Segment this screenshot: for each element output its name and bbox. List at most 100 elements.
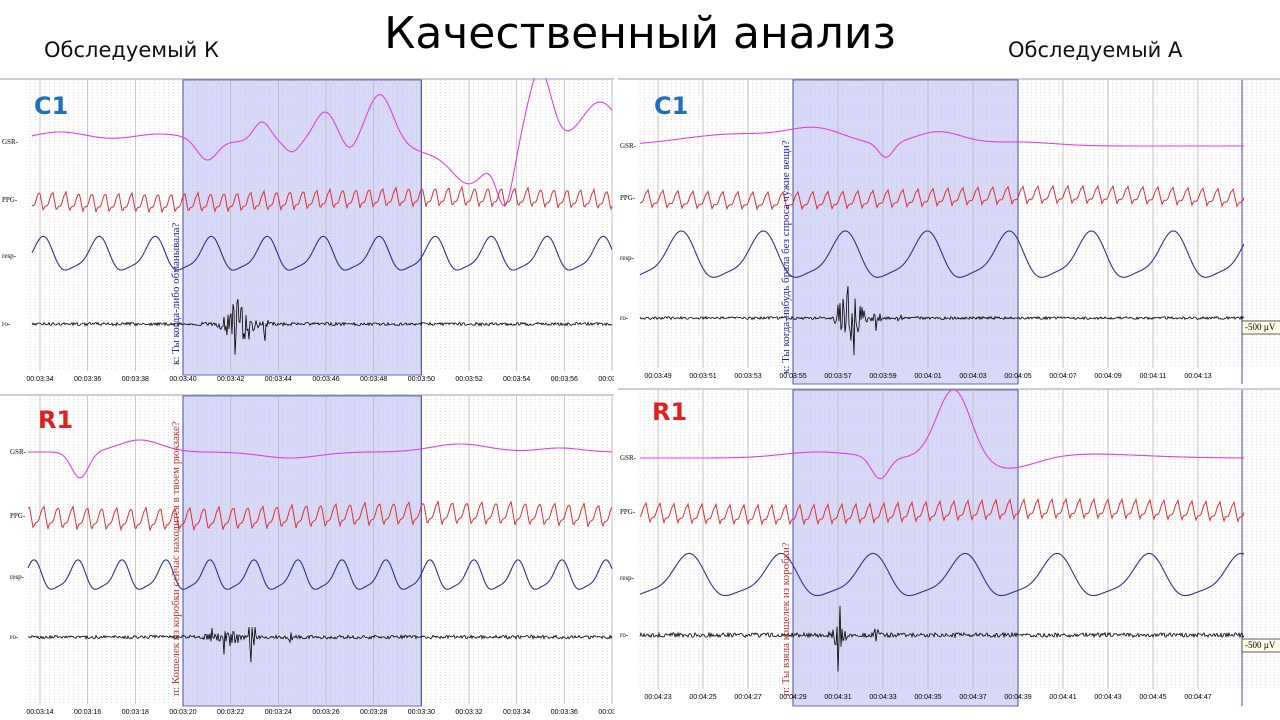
channel-label-resp: resp- — [620, 574, 635, 582]
chart-panel-a-r1: GSR- PPG-resp-ro- 00:04:23 00:04:25 00:04:27… — [618, 388, 1280, 707]
x-tick-label: 00:04:35 — [914, 694, 941, 701]
question-label: к: Ты когда-либо обманывала? — [170, 222, 182, 365]
ro-trace — [27, 626, 613, 663]
ro-trace — [639, 605, 1245, 672]
ppg-trace — [639, 497, 1245, 526]
resp-trace — [27, 559, 613, 590]
question-label: п: Кошелек из коробки сейчас находится в… — [170, 421, 182, 696]
x-tick-label: 00:03:34 — [26, 376, 53, 383]
channel-label-resp: resp- — [620, 254, 635, 262]
x-tick-label: 00:03:18 — [122, 709, 149, 716]
x-tick-label: 00:03:26 — [312, 709, 339, 716]
x-tick-label: 00:04:43 — [1094, 694, 1121, 701]
gsr-trace — [28, 439, 612, 479]
x-tick-label: 00:03:28 — [360, 709, 387, 716]
question-label: к: Ты когда-нибудь брала без спроса чужи… — [780, 140, 792, 374]
x-tick-label: 00:04:25 — [689, 694, 716, 701]
channel-label-resp: resp- — [10, 573, 25, 581]
channel-label-resp: resp- — [2, 252, 17, 260]
x-tick-label: 00:04:07 — [1049, 373, 1076, 380]
x-tick-label: 00:03:56 — [551, 376, 578, 383]
x-tick-label: 00:03:16 — [74, 709, 101, 716]
x-tick-label: 00:03:34 — [503, 709, 530, 716]
ro-trace — [31, 299, 613, 355]
panel-label: R1 — [38, 406, 73, 434]
x-tick-label: 00:04:05 — [1004, 373, 1031, 380]
channel-label-ppg: PPG- — [620, 508, 636, 516]
x-tick-label: 00:03:36 — [74, 376, 101, 383]
x-tick-label: 00:03:59 — [869, 373, 896, 380]
scale-box — [1241, 320, 1280, 335]
ppg-trace — [31, 185, 613, 214]
x-tick-label: 00:04:29 — [779, 694, 806, 701]
resp-trace — [639, 230, 1245, 278]
subject-left-label: Обследуемый К — [44, 38, 219, 62]
x-tick-label: 00:03:58 — [598, 376, 614, 383]
resp-trace — [639, 552, 1245, 597]
x-tick-label: 00:04:11 — [1140, 373, 1167, 380]
channel-label-gsr: GSR- — [620, 454, 637, 462]
question-label: п: Ты взяла кошелек из коробки? — [780, 542, 792, 696]
x-tick-label: 00:03:30 — [408, 709, 435, 716]
x-tick-label: 00:04:09 — [1094, 373, 1121, 380]
x-tick-label: 00:03:42 — [217, 376, 244, 383]
channel-label-ro: ro- — [620, 314, 629, 322]
x-tick-label: 00:03:14 — [26, 709, 53, 716]
channel-label-ppg: PPG- — [2, 196, 18, 204]
x-tick-label: 00:04:47 — [1184, 694, 1211, 701]
channel-label-gsr: GSR- — [2, 138, 19, 146]
scale-box — [1241, 638, 1280, 653]
x-tick-label: 00:03:44 — [265, 376, 292, 383]
channel-label-ro: ro- — [2, 320, 11, 328]
scale-label: -500 µV — [1245, 640, 1276, 650]
x-tick-label: 00:03:49 — [644, 373, 671, 380]
x-tick-label: 00:03:36 — [551, 709, 578, 716]
gsr-trace — [640, 389, 1244, 480]
x-tick-label: 00:03:20 — [169, 709, 196, 716]
scale-label: -500 µV — [1245, 322, 1276, 332]
gsr-trace — [639, 126, 1244, 158]
x-tick-label: 00:03:40 — [169, 376, 196, 383]
resp-trace — [31, 235, 613, 271]
x-tick-label: 00:03:48 — [360, 376, 387, 383]
x-tick-label: 00:03:38 — [122, 376, 149, 383]
panel-label: C1 — [34, 92, 68, 120]
x-tick-label: 00:03:57 — [824, 373, 851, 380]
x-tick-label: 00:04:45 — [1139, 694, 1166, 701]
ppg-trace — [27, 500, 613, 532]
panel-label: R1 — [652, 398, 687, 426]
x-tick-label: 00:04:27 — [734, 694, 761, 701]
channel-label-ppg: PPG- — [620, 194, 636, 202]
x-tick-label: 00:04:33 — [869, 694, 896, 701]
x-tick-label: 00:03:53 — [734, 373, 761, 380]
x-tick-label: 00:03:32 — [455, 709, 482, 716]
channel-label-gsr: GSR- — [10, 448, 27, 456]
x-tick-label: 00:04:41 — [1049, 694, 1076, 701]
x-tick-label: 00:03:38 — [598, 709, 614, 716]
x-tick-label: 00:03:55 — [779, 373, 806, 380]
channel-label-ro: ro- — [620, 631, 629, 639]
slide-title: Качественный анализ — [384, 8, 896, 59]
x-tick-label: 00:04:39 — [1004, 694, 1031, 701]
x-tick-label: 00:04:37 — [959, 694, 986, 701]
x-tick-label: 00:03:54 — [503, 376, 530, 383]
ppg-trace — [639, 184, 1245, 211]
chart-panel-k-c1: GSR- PPG-resp-ro- 00:03:34 00:03:36 00:03:38… — [0, 78, 614, 383]
x-tick-label: 00:03:51 — [689, 373, 716, 380]
channel-label-ppg: PPG- — [10, 512, 26, 520]
x-tick-label: 00:03:22 — [217, 709, 244, 716]
x-tick-label: 00:04:31 — [824, 694, 851, 701]
x-tick-label: 00:04:01 — [914, 373, 941, 380]
x-tick-label: 00:03:24 — [265, 709, 292, 716]
subject-right-label: Обследуемый А — [1008, 38, 1183, 62]
gsr-trace — [31, 78, 613, 207]
x-tick-label: 00:03:46 — [312, 376, 339, 383]
panel-label: C1 — [654, 92, 688, 120]
x-tick-label: 00:04:23 — [644, 694, 671, 701]
stimulus-highlight — [792, 389, 1019, 707]
stimulus-highlight — [182, 395, 422, 707]
x-tick-label: 00:03:50 — [408, 376, 435, 383]
channel-label-gsr: GSR- — [620, 142, 637, 150]
ro-trace — [639, 286, 1245, 356]
x-tick-label: 00:04:03 — [959, 373, 986, 380]
